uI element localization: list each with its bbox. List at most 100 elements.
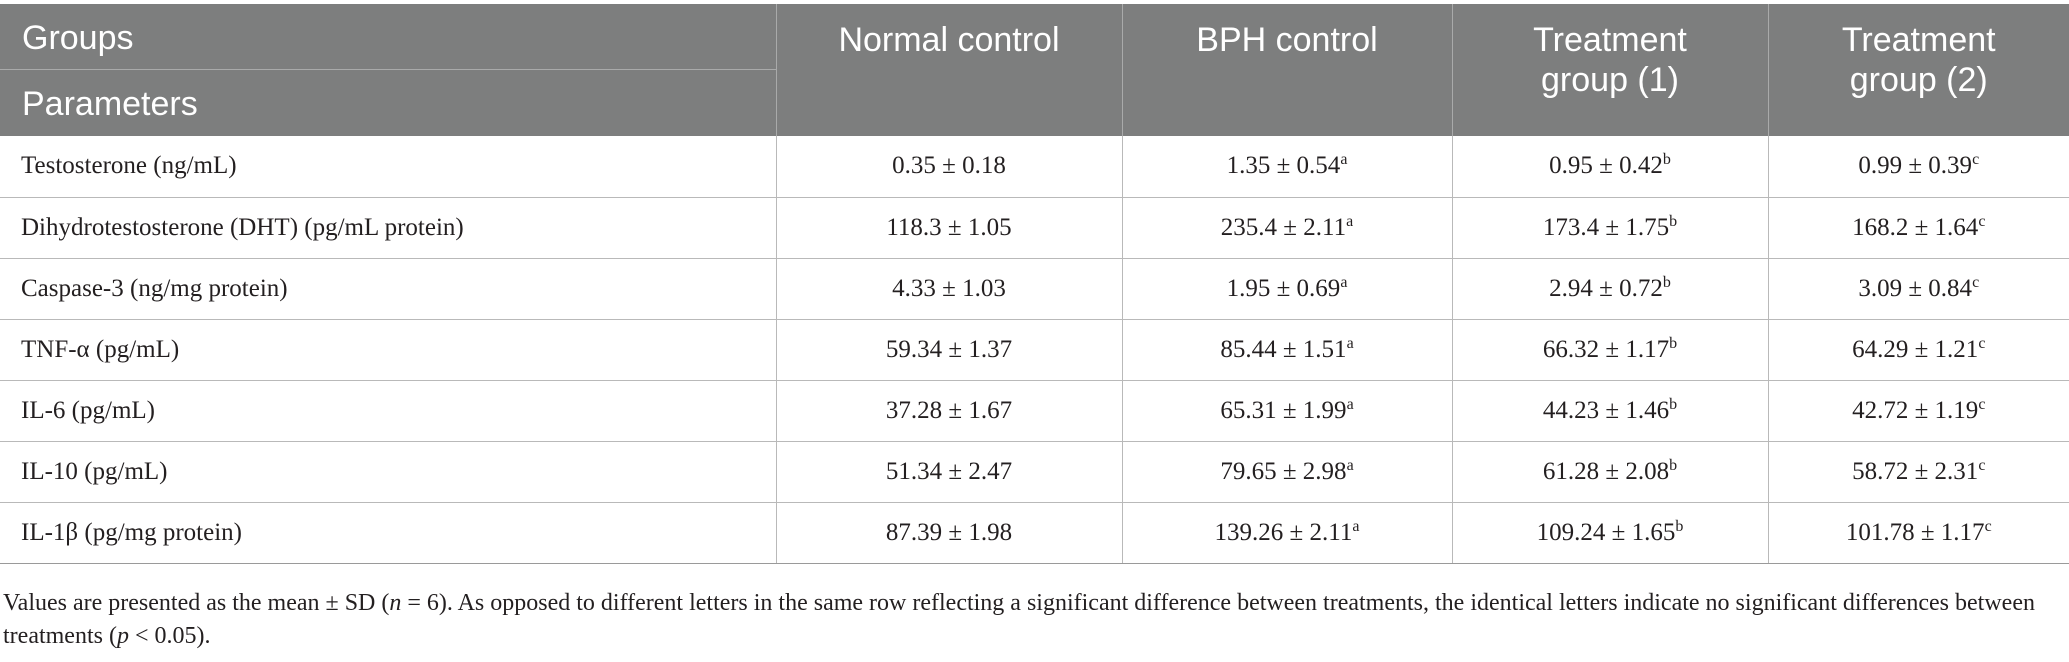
cell-value: 2.94 ± 0.72 <box>1549 274 1663 302</box>
cell-value: 51.34 ± 2.47 <box>885 457 1013 485</box>
table-cell: 0.35 ± 0.18 <box>775 136 1122 198</box>
row-parameter-label: IL-1β (pg/mg protein) <box>0 502 776 564</box>
cell-value: 3.09 ± 0.84 <box>1858 274 1973 302</box>
cell-value: 139.26 ± 2.11 <box>1214 518 1353 546</box>
table-row: IL-10 (pg/mL) 51.34 ± 2.47 79.65 ± 2.98a 61… <box>0 441 2069 503</box>
significance-letter: a <box>1346 334 1354 352</box>
table-row: TNF-α (pg/mL) 59.34 ± 1.37 85.44 ± 1.51a 66… <box>0 319 2069 381</box>
cell-value: 85.44 ± 1.51 <box>1220 335 1347 363</box>
column-header-normal-control: Normal control <box>775 4 1122 136</box>
cell-value: 59.34 ± 1.37 <box>885 335 1013 363</box>
cell-value: 37.28 ± 1.67 <box>885 396 1013 424</box>
cell-value: 87.39 ± 1.98 <box>885 518 1013 546</box>
table-cell: 64.29 ± 1.21c <box>1767 319 2069 381</box>
table-row: Testosterone (ng/mL) 0.35 ± 0.18 1.35 ± 0.… <box>0 136 2069 198</box>
significance-letter: c <box>1978 395 1986 413</box>
column-header-bph-control: BPH control <box>1121 4 1452 136</box>
significance-letter: b <box>1662 151 1671 169</box>
significance-letter: a <box>1352 517 1360 535</box>
significance-letter: c <box>1972 273 1980 291</box>
significance-letter: a <box>1340 273 1348 291</box>
table-cell: 37.28 ± 1.67 <box>775 380 1122 442</box>
significance-letter: b <box>1669 395 1678 413</box>
significance-letter: b <box>1669 334 1678 352</box>
table-row: Dihydrotestosterone (DHT) (pg/mL protein… <box>0 197 2069 259</box>
significance-letter: c <box>1978 334 1986 352</box>
table-cell: 0.95 ± 0.42b <box>1451 136 1768 198</box>
cell-value: 65.31 ± 1.99 <box>1220 396 1347 424</box>
results-table-container: Groups Parameters Normal control BPH con… <box>0 4 2069 564</box>
table-cell: 61.28 ± 2.08b <box>1451 441 1768 503</box>
significance-letter: c <box>1984 517 1992 535</box>
significance-letter: a <box>1346 395 1354 413</box>
cell-value: 58.72 ± 2.31 <box>1852 457 1979 485</box>
cell-value: 173.4 ± 1.75 <box>1542 213 1670 241</box>
table-cell: 65.31 ± 1.99a <box>1121 380 1452 442</box>
table-row: IL-6 (pg/mL) 37.28 ± 1.67 65.31 ± 1.99a 44.… <box>0 380 2069 442</box>
parameters-header-label: Parameters <box>22 85 198 123</box>
cell-value: 101.78 ± 1.17 <box>1845 518 1985 546</box>
cell-value: 66.32 ± 1.17 <box>1542 335 1670 363</box>
table-cell: 2.94 ± 0.72b <box>1451 258 1768 320</box>
table-cell: 4.33 ± 1.03 <box>775 258 1122 320</box>
cell-value: 0.95 ± 0.42 <box>1549 152 1663 180</box>
groups-header-label: Groups <box>0 4 776 70</box>
cell-value: 1.35 ± 0.54 <box>1226 152 1341 180</box>
significance-letter: c <box>1972 151 1980 169</box>
table-cell: 79.65 ± 2.98a <box>1121 441 1452 503</box>
cell-value: 44.23 ± 1.46 <box>1542 396 1670 424</box>
table-cell: 139.26 ± 2.11a <box>1121 502 1452 564</box>
significance-letter: b <box>1669 212 1678 230</box>
row-parameter-label: IL-6 (pg/mL) <box>0 380 776 442</box>
table-footnote: Values are presented as the mean ± SD (n… <box>3 590 2035 649</box>
table-body: Testosterone (ng/mL) 0.35 ± 0.18 1.35 ± 0.… <box>0 136 2069 564</box>
column-header-treatment-group-1: Treatment group (1) <box>1451 4 1768 136</box>
table-cell: 173.4 ± 1.75b <box>1451 197 1768 259</box>
cell-value: 79.65 ± 2.98 <box>1220 457 1347 485</box>
table-cell: 59.34 ± 1.37 <box>775 319 1122 381</box>
significance-letter: b <box>1669 456 1678 474</box>
table-cell: 168.2 ± 1.64c <box>1767 197 2069 259</box>
table-cell: 118.3 ± 1.05 <box>775 197 1122 259</box>
cell-value: 235.4 ± 2.11 <box>1220 213 1347 241</box>
significance-letter: a <box>1340 151 1348 169</box>
table-cell: 87.39 ± 1.98 <box>775 502 1122 564</box>
table-cell: 1.35 ± 0.54a <box>1121 136 1452 198</box>
row-parameter-label: Dihydrotestosterone (DHT) (pg/mL protein… <box>0 197 776 259</box>
table-row: Caspase-3 (ng/mg protein) 4.33 ± 1.03 1.95… <box>0 258 2069 320</box>
row-parameter-label: Caspase-3 (ng/mg protein) <box>0 258 776 320</box>
row-parameter-label: IL-10 (pg/mL) <box>0 441 776 503</box>
table-cell: 0.99 ± 0.39c <box>1767 136 2069 198</box>
results-table: Groups Parameters Normal control BPH con… <box>0 4 2069 564</box>
cell-value: 109.24 ± 1.65 <box>1536 518 1676 546</box>
table-cell: 109.24 ± 1.65b <box>1451 502 1768 564</box>
significance-letter: a <box>1346 456 1354 474</box>
column-header-treatment-group-2: Treatment group (2) <box>1767 4 2069 136</box>
significance-letter: b <box>1662 273 1671 291</box>
table-cell: 3.09 ± 0.84c <box>1767 258 2069 320</box>
table-cell: 42.72 ± 1.19c <box>1767 380 2069 442</box>
table-cell: 58.72 ± 2.31c <box>1767 441 2069 503</box>
significance-letter: a <box>1346 212 1354 230</box>
table-header: Groups Parameters Normal control BPH con… <box>0 4 2069 136</box>
row-parameter-label: TNF-α (pg/mL) <box>0 319 776 381</box>
cell-value: 64.29 ± 1.21 <box>1852 335 1979 363</box>
cell-value: 118.3 ± 1.05 <box>886 213 1012 241</box>
table-cell: 44.23 ± 1.46b <box>1451 380 1768 442</box>
table-row: IL-1β (pg/mg protein) 87.39 ± 1.98 139.26 … <box>0 502 2069 564</box>
table-cell: 51.34 ± 2.47 <box>775 441 1122 503</box>
significance-letter: c <box>1978 212 1986 230</box>
table-cell: 85.44 ± 1.51a <box>1121 319 1452 381</box>
row-parameter-label: Testosterone (ng/mL) <box>0 136 776 198</box>
cell-value: 42.72 ± 1.19 <box>1852 396 1979 424</box>
cell-value: 61.28 ± 2.08 <box>1542 457 1670 485</box>
significance-letter: b <box>1675 517 1684 535</box>
cell-value: 4.33 ± 1.03 <box>892 274 1006 302</box>
cell-value: 0.99 ± 0.39 <box>1858 152 1973 180</box>
significance-letter: c <box>1978 456 1986 474</box>
table-cell: 1.95 ± 0.69a <box>1121 258 1452 320</box>
table-cell: 235.4 ± 2.11a <box>1121 197 1452 259</box>
groups-parameters-header: Groups Parameters <box>0 4 776 136</box>
table-cell: 101.78 ± 1.17c <box>1767 502 2069 564</box>
table-cell: 66.32 ± 1.17b <box>1451 319 1768 381</box>
